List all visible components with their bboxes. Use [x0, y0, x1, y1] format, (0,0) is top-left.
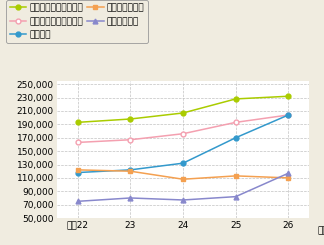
Legend: 犯罪等による被害防止, 家庭・職場・近隣関係, 刑事事件, 契約・取引関係, サイバー関係: 犯罪等による被害防止, 家庭・職場・近隣関係, 刑事事件, 契約・取引関係, サ… [6, 0, 147, 43]
Text: （年）: （年） [317, 226, 324, 235]
